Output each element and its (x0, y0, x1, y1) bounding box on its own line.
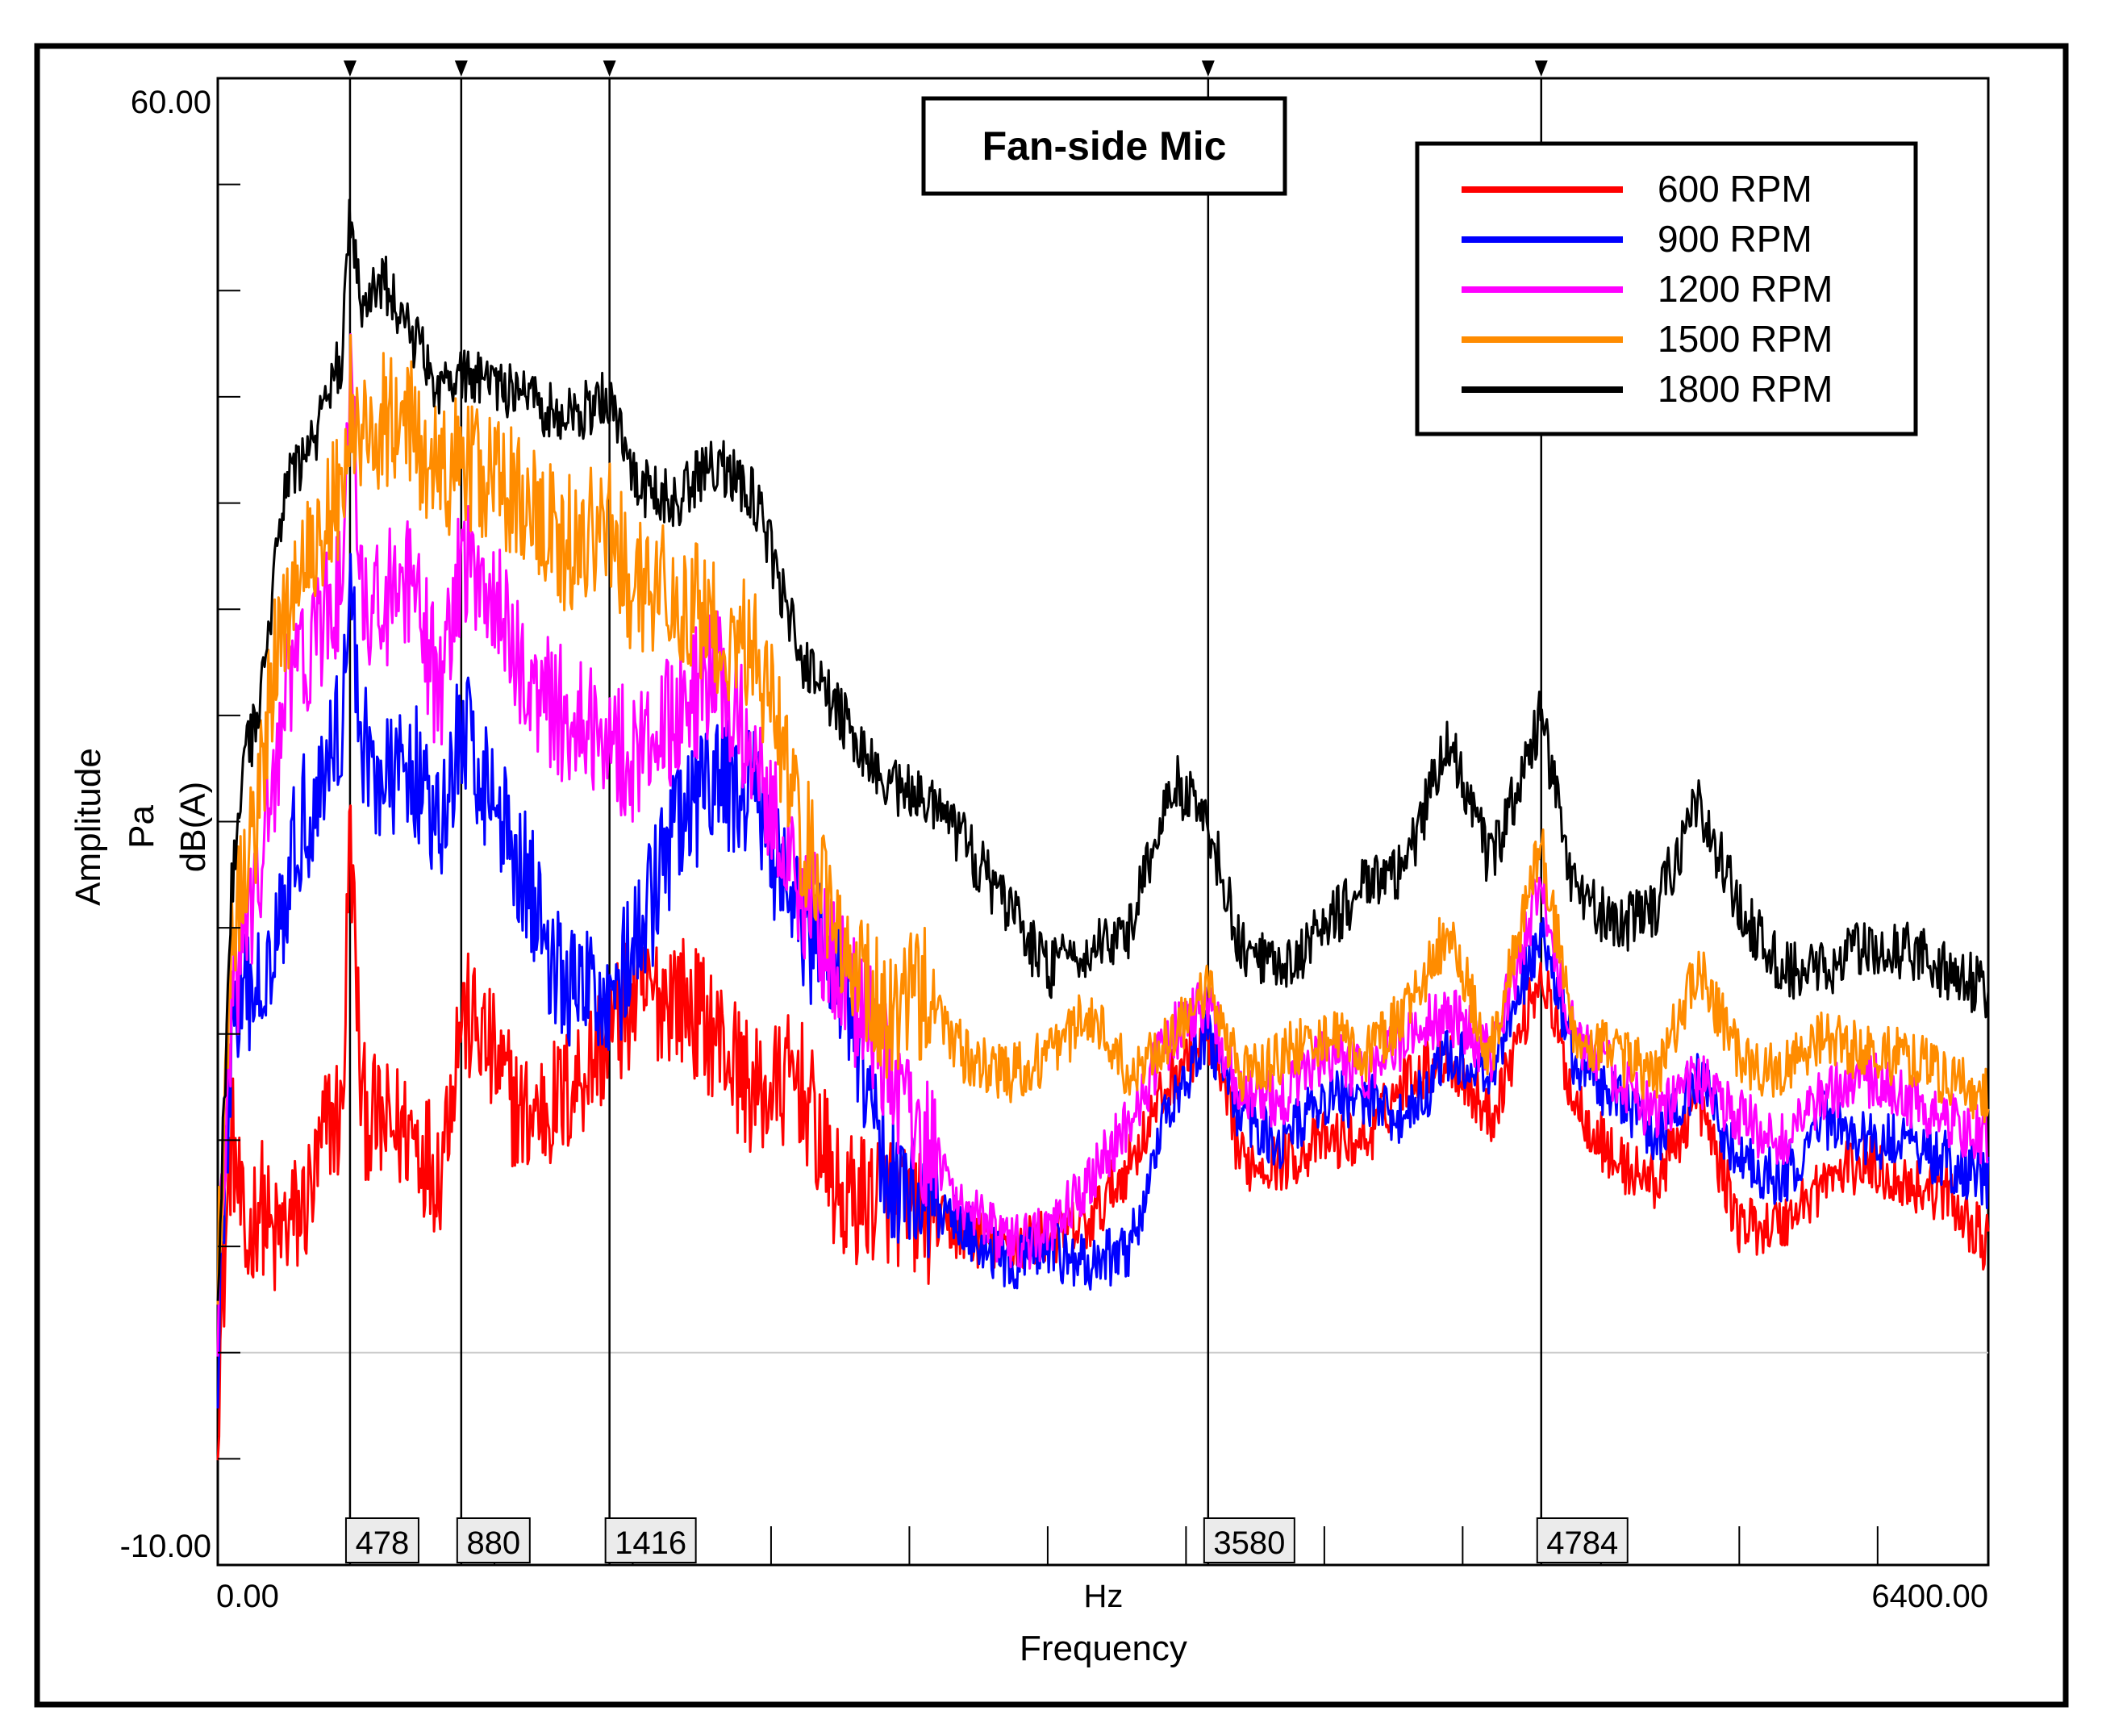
x-max-label: 6400.00 (1871, 1579, 1988, 1614)
cursor-label-box (1203, 1517, 1295, 1563)
x-min-label: 0.00 (216, 1579, 279, 1614)
x-axis-title: Frequency (1020, 1629, 1187, 1668)
y-axis-title-dba: dB(A) (173, 782, 213, 872)
cursor-marker-icon[interactable] (343, 61, 357, 77)
chart-title: Fan-side Mic (982, 123, 1227, 169)
cursor-label: 1416 (615, 1525, 686, 1561)
legend-label: 900 RPM (1658, 218, 1812, 260)
cursor-label-box (456, 1517, 531, 1563)
legend: 600 RPM 900 RPM 1200 RPM 1500 RPM 1800 RPM (1415, 141, 1918, 436)
series-line (216, 198, 1990, 1301)
cursor-label: 478 (356, 1525, 410, 1561)
x-unit-label: Hz (1084, 1579, 1124, 1614)
y-axis-title-amplitude: Amplitude (69, 748, 108, 906)
legend-label: 1800 RPM (1658, 368, 1833, 410)
series-line (216, 553, 1990, 1408)
legend-label: 600 RPM (1658, 168, 1812, 210)
cursor-label: 4784 (1546, 1525, 1618, 1561)
cursor-label-box (344, 1517, 419, 1563)
y-min-label: -10.00 (120, 1529, 211, 1564)
series-lines (216, 198, 1990, 1461)
legend-label: 1500 RPM (1658, 318, 1833, 360)
cursor-labels: 478 880 1416 3580 4784 (344, 1517, 1629, 1563)
cursor-marker-icon[interactable] (454, 61, 468, 77)
cursor-marker-icon[interactable] (1201, 61, 1215, 77)
legend-label: 1200 RPM (1658, 268, 1833, 310)
series-line (216, 334, 1990, 1305)
cursor-marker-icon[interactable] (1534, 61, 1548, 77)
cursor-label: 880 (466, 1525, 520, 1561)
title-box (921, 96, 1287, 196)
y-axis-title-pa: Pa (122, 805, 161, 849)
series-line (216, 333, 1989, 1357)
y-ticks (218, 183, 240, 1460)
cursor-label-box (604, 1517, 697, 1563)
cursor-label-box (1536, 1517, 1629, 1563)
cursor-label: 3580 (1213, 1525, 1285, 1561)
cursor-marker-icon[interactable] (603, 61, 616, 77)
y-max-label: 60.00 (131, 85, 211, 120)
